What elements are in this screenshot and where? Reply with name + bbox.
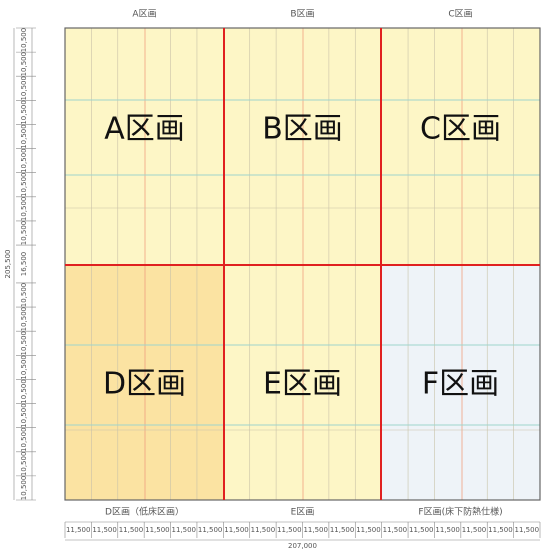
top-label: C区画 — [448, 9, 472, 20]
height-total: 205,500 — [4, 250, 12, 279]
zone-label: B区画 — [262, 112, 343, 147]
height-dim: 10,500 — [20, 427, 28, 452]
height-dim: 10,500 — [20, 355, 28, 380]
zone-label: E区画 — [263, 367, 342, 402]
width-dim: 11,500 — [462, 526, 487, 534]
width-dim: 11,500 — [198, 526, 223, 534]
width-dim: 11,500 — [145, 526, 170, 534]
zone-label: C区画 — [420, 112, 501, 147]
height-dim: 10,500 — [20, 124, 28, 149]
bottom-label: F区画(床下防熱仕様) — [418, 506, 502, 518]
zone-label: A区画 — [104, 112, 185, 147]
zone — [224, 28, 381, 265]
height-dim: 10,500 — [20, 476, 28, 501]
height-dim: 10,500 — [20, 221, 28, 246]
height-dim: 10,500 — [20, 28, 28, 53]
width-dim: 11,500 — [330, 526, 355, 534]
top-label: A区画 — [132, 9, 156, 20]
width-dim: 11,500 — [92, 526, 117, 534]
width-dim: 11,500 — [356, 526, 381, 534]
width-dim: 11,500 — [172, 526, 197, 534]
width-total: 207,000 — [288, 542, 317, 550]
zone-label: D区画 — [103, 367, 186, 402]
height-dim: 10,500 — [20, 379, 28, 404]
width-dim: 11,500 — [383, 526, 408, 534]
width-dim: 11,500 — [224, 526, 249, 534]
width-dim: 11,500 — [66, 526, 91, 534]
zone — [381, 28, 540, 265]
height-dim: 10,500 — [20, 148, 28, 173]
height-dim: 10,500 — [20, 283, 28, 308]
width-dim: 11,500 — [488, 526, 513, 534]
height-dim: 10,500 — [20, 76, 28, 101]
width-dim: 11,500 — [409, 526, 434, 534]
width-dim: 11,500 — [119, 526, 144, 534]
height-dim: 10,500 — [20, 403, 28, 428]
height-dim: 10,500 — [20, 52, 28, 77]
labels: A区画 B区画 C区画 D区画 E区画 F区画 A区画 B区画 C区画 D区画（低床区画） E区画 F… — [4, 9, 541, 550]
width-dim: 11,500 — [435, 526, 460, 534]
width-dim: 11,500 — [515, 526, 540, 534]
top-label: B区画 — [290, 9, 314, 20]
height-dim: 10,500 — [20, 452, 28, 477]
width-dim: 11,500 — [303, 526, 328, 534]
height-dim: 16,500 — [20, 252, 28, 277]
height-dim: 10,500 — [20, 197, 28, 222]
zone — [65, 28, 224, 265]
height-dim: 10,500 — [20, 331, 28, 356]
bottom-label: E区画 — [291, 507, 315, 518]
width-dim: 11,500 — [251, 526, 276, 534]
height-dim: 10,500 — [20, 173, 28, 198]
zone-label: F区画 — [422, 367, 499, 402]
width-dim: 11,500 — [277, 526, 302, 534]
inner-lines — [64, 27, 541, 501]
zone — [224, 265, 381, 500]
bottom-label: D区画（低床区画） — [105, 506, 184, 518]
height-dim: 10,500 — [20, 307, 28, 332]
height-dim: 10,500 — [20, 100, 28, 125]
